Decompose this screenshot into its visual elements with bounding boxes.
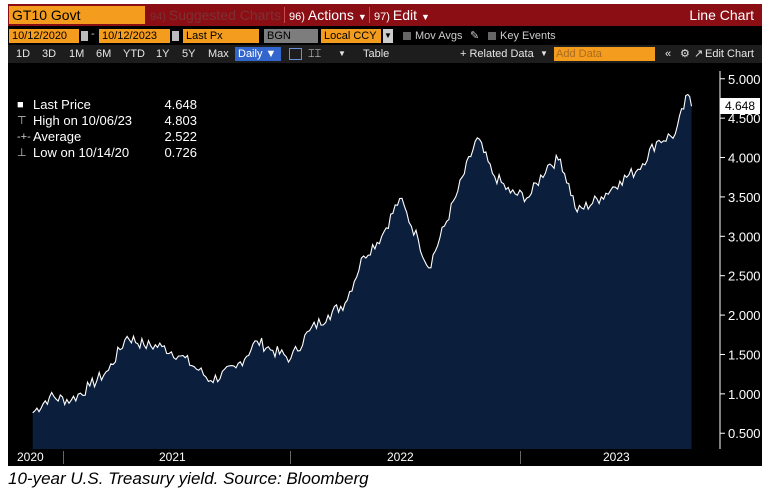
mov-avgs-label: Mov Avgs: [415, 30, 463, 42]
y-axis: 0.500 1.000 1.500 2.000 2.500 3.000 3.500 4.000…: [719, 71, 761, 449]
range-3d[interactable]: 3D: [42, 48, 57, 60]
last-price-tag: 4.648: [720, 98, 760, 114]
chart-toolbar: 1D 3D 1M 6M YTD 1Y 5Y Max Daily ▼ ⌶⌶ ▼ T…: [8, 45, 762, 63]
year-label: 2021: [159, 450, 186, 464]
menu-divider: [369, 7, 370, 23]
high-marker-icon: ⊤: [17, 115, 27, 127]
key-events-checkbox[interactable]: [488, 32, 496, 40]
legend-label: High on 10/06/23: [33, 113, 133, 128]
range-max[interactable]: Max: [208, 48, 229, 60]
year-divider: [290, 451, 291, 464]
related-data-button[interactable]: + Related Data: [460, 48, 534, 60]
edit-chart-button[interactable]: Edit Chart: [705, 48, 754, 60]
y-tick-label: 0.500: [728, 426, 761, 441]
suggested-charts-label: Suggested Charts: [168, 7, 281, 23]
legend-value: 4.648: [164, 97, 197, 112]
collapse-icon[interactable]: «: [665, 48, 672, 60]
add-data-input[interactable]: Add Data: [554, 47, 655, 61]
y-tick-label: 2.000: [728, 308, 761, 323]
legend-low: ⊥ Low on 10/14/20 0.726: [17, 145, 197, 161]
view-title: Line Chart: [689, 7, 754, 23]
actions-label: Actions: [307, 7, 354, 23]
chart-marks: [32, 93, 693, 449]
start-date-field[interactable]: 10/12/2020: [9, 29, 79, 43]
range-ytd[interactable]: YTD: [123, 48, 145, 60]
title-bar: GT10 Govt 94) Suggested Charts 96) Actions…: [8, 4, 762, 26]
end-date-field[interactable]: 10/12/2023: [99, 29, 170, 43]
controls-row: 10/12/2020 - 10/12/2023 Last Px BGN Loca…: [8, 27, 762, 45]
yield-chart[interactable]: 0.500 1.000 1.500 2.000 2.500 3.000 3.500 4.000…: [8, 63, 762, 449]
source-field[interactable]: BGN: [264, 29, 318, 43]
legend-value: 0.726: [164, 145, 197, 160]
key-events-label: Key Events: [500, 30, 556, 42]
calendar-icon[interactable]: [81, 31, 88, 41]
chart-legend: ■ Last Price 4.648 ⊤ High on 10/06/23 4.…: [11, 93, 199, 165]
chevron-down-icon[interactable]: ▼: [338, 49, 346, 58]
low-marker-icon: ⊥: [17, 147, 27, 159]
y-tick-label: 2.500: [728, 269, 761, 284]
legend-label: Low on 10/14/20: [33, 145, 130, 160]
bloomberg-terminal: GT10 Govt 94) Suggested Charts 96) Actions…: [8, 4, 762, 466]
average-marker-icon: -+-: [17, 131, 31, 143]
chevron-down-icon[interactable]: ▼: [540, 49, 548, 58]
year-label: 2022: [387, 450, 414, 464]
frequency-label: Daily: [238, 48, 263, 60]
pencil-icon[interactable]: ✎: [470, 30, 480, 42]
settings-icon[interactable]: ⚙: [680, 48, 690, 60]
yield-area: [32, 94, 692, 449]
range-1y[interactable]: 1Y: [156, 48, 170, 60]
y-tick-label: 5.000: [728, 72, 761, 87]
y-tick-label: 1.000: [728, 387, 761, 402]
bar-type-icon[interactable]: ⌶⌶: [308, 48, 322, 60]
suggested-charts-number: 94): [150, 11, 166, 23]
chevron-down-icon[interactable]: ▼: [383, 29, 393, 43]
year-divider: [520, 451, 521, 464]
y-tick-label: 3.500: [728, 190, 761, 205]
y-tick-label: 4.500: [728, 111, 761, 126]
edit-number: 97): [374, 11, 390, 23]
legend-value: 2.522: [164, 129, 197, 144]
chevron-down-icon: ▼: [262, 48, 277, 60]
menu-divider: [284, 7, 285, 23]
mov-avgs-checkbox[interactable]: [403, 32, 411, 40]
yield-line: [32, 93, 693, 414]
legend-swatch: ■: [17, 99, 24, 111]
year-label: 2023: [603, 450, 630, 464]
edit-label: Edit: [392, 7, 418, 23]
y-tick-label: 3.000: [728, 229, 761, 244]
legend-label: Average: [33, 129, 82, 144]
actions-number: 96): [289, 11, 305, 23]
chevron-down-icon: ▼: [357, 12, 367, 22]
legend-average: -+- Average 2.522: [17, 129, 197, 145]
legend-high: ⊤ High on 10/06/23 4.803: [17, 113, 197, 129]
edit-menu[interactable]: 97) Edit ▼: [374, 5, 430, 25]
x-axis-years: 2020 2021 2022 2023: [8, 449, 762, 466]
figure-caption: 10-year U.S. Treasury yield. Source: Blo…: [8, 469, 369, 488]
suggested-charts-menu[interactable]: 94) Suggested Charts: [150, 5, 281, 25]
pencil-icon: ↗: [694, 48, 704, 60]
range-6m[interactable]: 6M: [96, 48, 112, 60]
ticker-field[interactable]: GT10 Govt: [9, 6, 145, 24]
legend-value: 4.803: [164, 113, 197, 128]
price-field[interactable]: Last Px: [183, 29, 259, 43]
y-tick-label: 1.500: [728, 347, 761, 362]
range-5y[interactable]: 5Y: [182, 48, 196, 60]
y-tick-label: 4.000: [728, 151, 761, 166]
table-button[interactable]: Table: [363, 48, 390, 60]
range-1d[interactable]: 1D: [16, 48, 31, 60]
year-divider: [63, 451, 64, 464]
year-label: 2020: [17, 450, 44, 464]
frequency-selector[interactable]: Daily ▼: [235, 47, 281, 61]
range-1m[interactable]: 1M: [69, 48, 85, 60]
actions-menu[interactable]: 96) Actions ▼: [289, 5, 367, 25]
calendar-icon[interactable]: [172, 31, 179, 41]
date-separator: -: [91, 28, 95, 40]
chevron-down-icon: ▼: [421, 12, 430, 22]
legend-last-price: ■ Last Price 4.648: [17, 97, 197, 113]
line-chart-icon[interactable]: [289, 48, 302, 60]
currency-field[interactable]: Local CCY: [321, 29, 381, 43]
legend-label: Last Price: [33, 97, 91, 112]
